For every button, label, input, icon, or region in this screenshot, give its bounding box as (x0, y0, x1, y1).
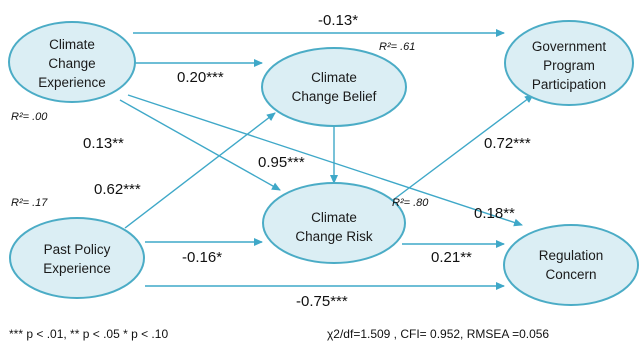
node-regulation-concern: Regulation Concern (503, 224, 639, 306)
r2-climate-change-belief: R²= .61 (379, 41, 415, 53)
r2-climate-change-experience: R²= .00 (11, 111, 48, 123)
node-label-line: Climate (311, 210, 357, 225)
coef-ccb-ccr: 0.95*** (258, 154, 305, 171)
coef-ppe-rc: -0.75*** (296, 293, 348, 310)
coef-ppe-ccb: 0.62*** (94, 181, 141, 198)
model-fit-stats: χ2/df=1.509 , CFI= 0.952, RMSEA =0.056 (327, 327, 549, 341)
coef-ccr-gpp: 0.72*** (484, 135, 531, 152)
node-government-program-participation: Government Program Participation (504, 20, 634, 106)
node-label-line: Regulation (539, 248, 604, 263)
coef-cce-ccr: 0.13** (83, 135, 124, 152)
node-climate-change-belief: Climate Change Belief (261, 47, 407, 127)
node-climate-change-risk: Climate Change Risk (262, 182, 406, 264)
coef-cce-ccb: 0.20*** (177, 69, 224, 86)
edge-cce-ccr (119, 99, 281, 191)
node-label-line: Experience (43, 261, 111, 276)
coef-cce-gpp: -0.13* (318, 12, 358, 29)
edge-ccr-gpp (384, 94, 534, 207)
node-label-line: Change (48, 56, 95, 71)
coef-ccr-rc: 0.21** (431, 249, 472, 266)
node-label-line: Program (543, 58, 595, 73)
node-label-line: Climate (49, 37, 95, 52)
node-label-line: Change Risk (295, 229, 373, 244)
node-label-line: Past Policy (44, 242, 111, 257)
node-label-line: Concern (545, 267, 596, 282)
node-past-policy-experience: Past Policy Experience (9, 217, 145, 299)
node-label-line: Change Belief (292, 89, 377, 104)
r2-climate-change-risk: R²= .80 (392, 197, 429, 209)
node-label-line: Participation (532, 77, 606, 92)
node-label-line: Climate (311, 70, 357, 85)
coef-ppe-ccr: -0.16* (182, 249, 222, 266)
coef-cce-rc: 0.18** (474, 205, 515, 222)
node-label-line: Experience (38, 75, 106, 90)
node-label-line: Government (532, 39, 607, 54)
significance-note: *** p < .01, ** p < .05 * p < .10 (9, 327, 168, 341)
edge-ppe-ccb (124, 112, 276, 229)
edge-cce-rc (127, 94, 523, 227)
r2-past-policy-experience: R²= .17 (11, 197, 48, 209)
node-climate-change-experience: Climate Change Experience (8, 21, 136, 103)
